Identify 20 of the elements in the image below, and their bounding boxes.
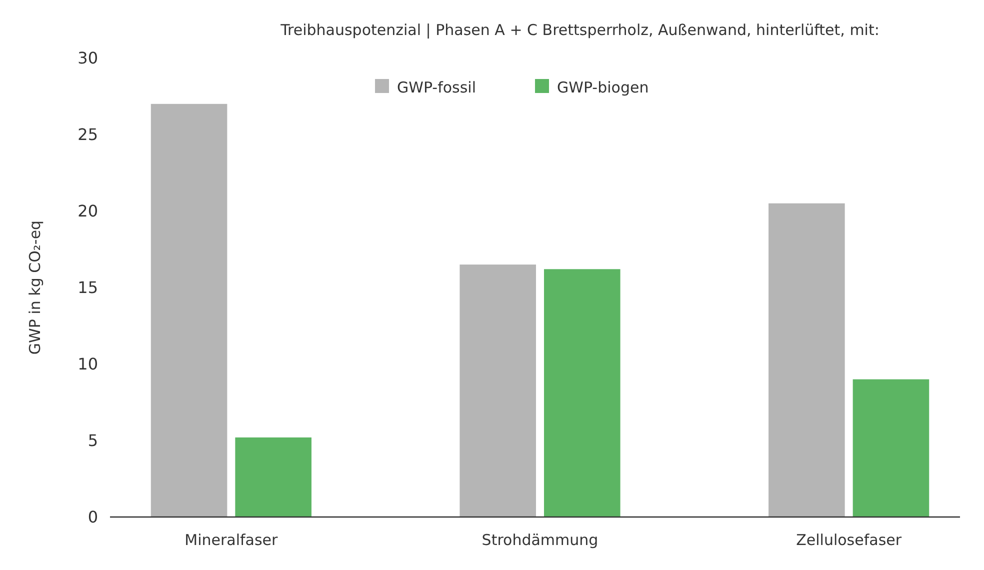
y-axis-title: GWP in kg CO₂-eq	[26, 220, 44, 355]
x-tick-label: Zellulosefaser	[796, 531, 902, 549]
y-tick-label: 30	[78, 48, 98, 68]
y-tick-label: 20	[78, 202, 98, 221]
x-tick-label: Strohdämmung	[482, 531, 598, 549]
y-tick-label: 15	[78, 278, 98, 298]
legend-label: GWP-fossil	[397, 78, 476, 96]
bar	[768, 203, 845, 517]
bar	[852, 379, 930, 517]
x-tick-label: Mineralfaser	[184, 531, 279, 549]
bar	[235, 437, 312, 517]
bar	[460, 264, 536, 517]
y-tick-label: 25	[78, 125, 98, 144]
legend-label: GWP-biogen	[557, 78, 649, 96]
bar	[150, 104, 228, 517]
bar	[544, 269, 620, 517]
chart-title: Treibhauspotenzial | Phasen A + C Brettsperrholz, Außenwand, hinterlüftet, mit:	[280, 21, 880, 39]
y-tick-label: 0	[88, 508, 98, 527]
y-tick-label: 5	[88, 431, 98, 450]
y-tick-label: 10	[78, 354, 98, 374]
